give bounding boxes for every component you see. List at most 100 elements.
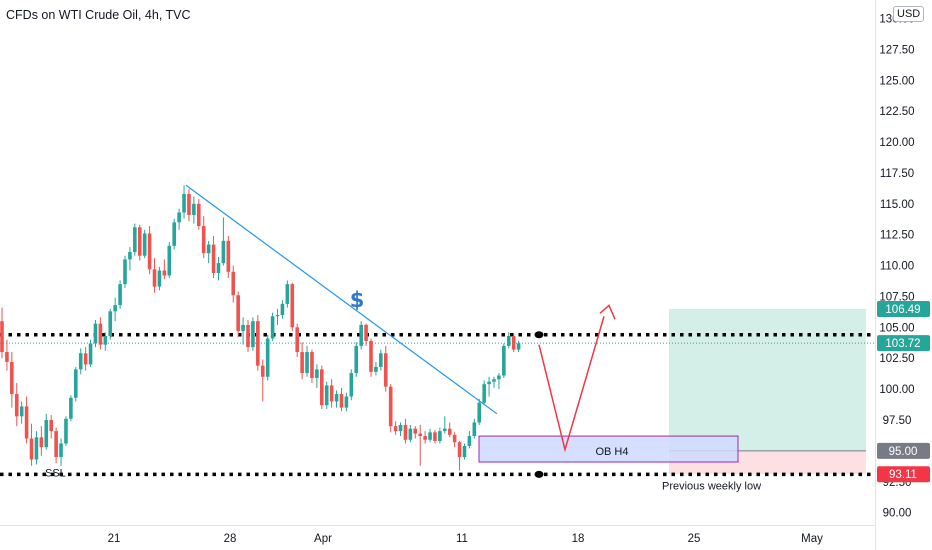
candle-body <box>0 321 4 353</box>
candle-body <box>339 394 344 408</box>
x-tick-label: Apr <box>314 533 332 545</box>
candle <box>354 342 359 377</box>
candle <box>403 418 408 444</box>
candle <box>69 395 73 422</box>
candle <box>388 384 393 433</box>
candle <box>472 418 477 439</box>
candle-body <box>83 353 88 365</box>
candle <box>14 382 19 427</box>
candle-body <box>246 324 250 348</box>
y-tick-label: 112.50 <box>880 230 914 242</box>
candle-body <box>477 402 482 423</box>
candle <box>339 387 344 412</box>
candle <box>201 216 206 259</box>
candle-body <box>231 271 236 296</box>
candle-body <box>329 385 334 402</box>
candle <box>438 427 442 444</box>
candle <box>78 348 83 375</box>
candle <box>457 441 462 471</box>
candle-body <box>457 442 462 458</box>
x-tick-label: 11 <box>456 533 468 545</box>
candle <box>349 369 354 401</box>
candle-body <box>418 433 422 437</box>
candle-body <box>147 233 152 270</box>
candle <box>152 258 157 293</box>
candle <box>482 380 486 406</box>
candle <box>221 217 226 266</box>
candle <box>49 415 53 439</box>
candle <box>364 323 368 346</box>
candle <box>216 256 221 281</box>
candle-body <box>211 244 216 273</box>
candle-body <box>157 270 162 287</box>
candle-body <box>290 284 295 328</box>
currency-button[interactable]: USD <box>893 6 925 22</box>
candle-body <box>133 227 137 252</box>
candle <box>167 242 172 278</box>
candle <box>211 235 216 278</box>
candle-body <box>74 369 78 398</box>
candle <box>443 416 447 434</box>
candle <box>260 359 265 402</box>
candle <box>398 422 403 437</box>
candle <box>383 345 388 392</box>
y-tick-label: 107.50 <box>879 291 914 303</box>
candle <box>295 323 299 357</box>
candle-body <box>24 406 29 439</box>
candle <box>54 427 58 464</box>
candle-body <box>98 323 103 345</box>
y-tick-label: 105.00 <box>879 322 914 334</box>
candle-body <box>295 327 299 353</box>
candle-body <box>305 352 309 374</box>
projection-path <box>538 316 605 453</box>
stop-price-label: 93.11 <box>877 466 930 483</box>
candle <box>59 438 63 466</box>
candle-body <box>113 305 117 312</box>
candle <box>502 343 506 378</box>
candle-body <box>10 361 14 395</box>
candle-body <box>44 420 49 448</box>
candle <box>88 339 93 367</box>
y-tick-label: 122.50 <box>879 106 914 118</box>
candle-body <box>492 379 496 382</box>
candle <box>467 431 472 449</box>
y-tick-label: 125.00 <box>879 75 914 87</box>
y-tick-label: 90.00 <box>883 508 912 520</box>
candle <box>10 352 14 408</box>
candle <box>123 255 127 288</box>
candle <box>310 349 314 383</box>
candle <box>374 361 378 376</box>
candle-body <box>69 397 73 419</box>
candle-body <box>300 352 304 374</box>
candle <box>74 366 78 402</box>
candle <box>511 333 516 353</box>
candle <box>157 266 162 291</box>
candle <box>290 282 295 332</box>
candle-body <box>39 437 44 448</box>
candle-body <box>221 240 226 264</box>
candle-body <box>19 406 24 417</box>
candle-body <box>187 193 191 215</box>
x-axis[interactable]: 21 28 Apr 11 18 25 May <box>108 533 824 545</box>
candle <box>256 315 260 371</box>
candle-body <box>398 424 403 432</box>
candle-body <box>177 212 181 223</box>
y-tick-label: 110.00 <box>880 261 914 273</box>
candle-body <box>388 386 393 427</box>
candle-body <box>433 432 437 441</box>
candle <box>19 401 24 424</box>
entry-price-label: 95.00 <box>877 442 930 459</box>
candle <box>344 392 349 412</box>
candle-body <box>236 295 240 332</box>
candle-body <box>64 418 68 444</box>
candle <box>393 421 398 435</box>
candle <box>447 422 452 438</box>
candle <box>506 332 511 349</box>
candle <box>128 247 132 271</box>
candle <box>423 431 427 444</box>
candle <box>147 226 152 275</box>
target-zone <box>669 308 866 451</box>
candle <box>5 339 9 371</box>
candle-body <box>516 343 521 350</box>
